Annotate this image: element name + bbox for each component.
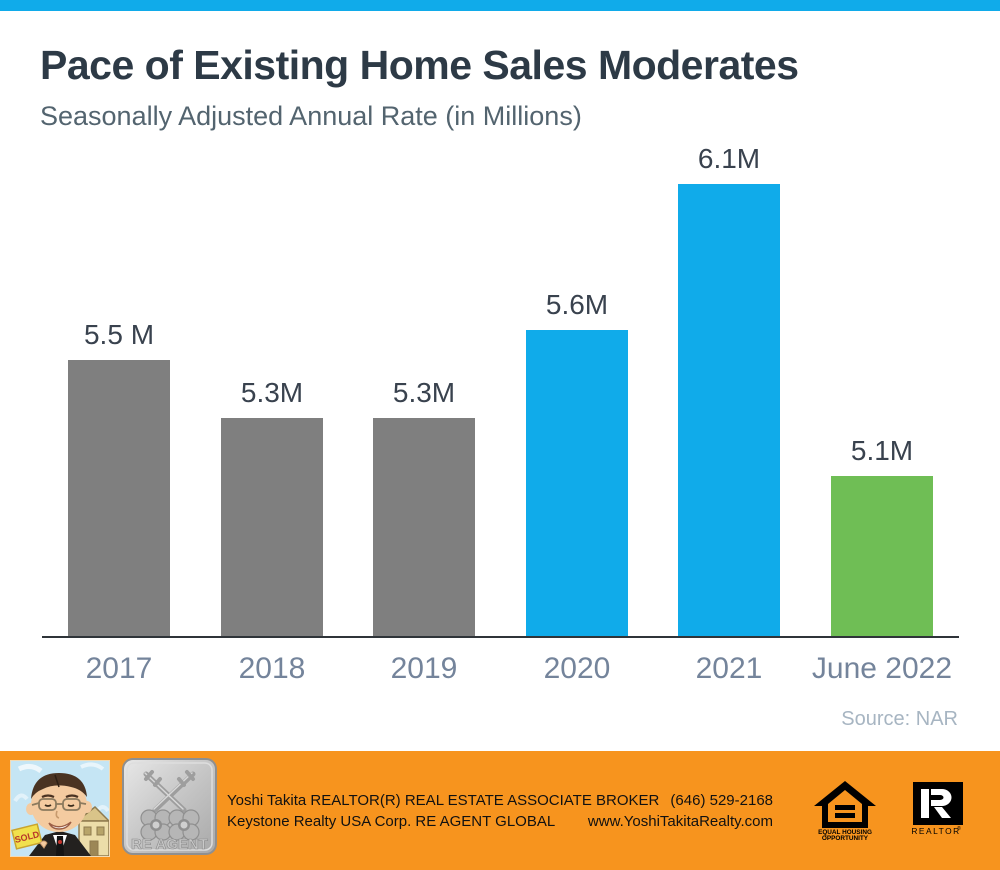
equal-housing-logo: EQUAL HOUSING OPPORTUNITY [813, 781, 877, 845]
page-title: Pace of Existing Home Sales Moderates [40, 42, 799, 88]
bar-value-label: 5.6M [545, 289, 609, 320]
realtor-r-icon: REALTOR ® [911, 782, 963, 836]
x-axis-label: June 2022 [811, 652, 953, 685]
bar-june-2022 [831, 476, 933, 637]
realtor-text: REALTOR [912, 826, 961, 836]
footer-banner: SOLD [0, 751, 1000, 870]
x-axis-label: 2017 [85, 652, 153, 685]
equal-housing-text-2: OPPORTUNITY [822, 835, 869, 840]
glasses [31, 798, 87, 811]
re-agent-badge-label: RE AGENT [131, 836, 208, 853]
x-axis-line [42, 636, 959, 638]
bar-value-label: 5.5 M [83, 319, 155, 350]
bar-2017 [68, 360, 170, 637]
agent-caricature-photo: SOLD [10, 760, 111, 857]
bar-2019 [373, 418, 475, 637]
agent-phone: (646) 529-2168 [670, 792, 773, 809]
crossed-keys-icon: RE AGENT [122, 758, 217, 855]
sold-sign: SOLD [11, 823, 43, 850]
x-axis-label: 2020 [543, 652, 611, 685]
re-agent-badge: RE AGENT [122, 758, 217, 855]
top-accent-bar [0, 0, 1000, 11]
source-note: Source: NAR [841, 708, 958, 730]
equal-housing-icon: EQUAL HOUSING OPPORTUNITY [814, 781, 876, 842]
realtor-logo: REALTOR ® [911, 781, 964, 845]
bar-value-label: 6.1M [697, 143, 761, 174]
page-subtitle: Seasonally Adjusted Annual Rate (in Mill… [40, 101, 582, 131]
bar-2020 [526, 330, 628, 637]
realtor-reg-mark: ® [957, 825, 961, 832]
equal-housing-text-1: EQUAL HOUSING [818, 829, 872, 836]
agent-contact-block: Yoshi Takita REALTOR(R) REAL ESTATE ASSO… [227, 790, 773, 832]
x-axis-label: 2019 [390, 652, 458, 685]
bar-2021 [678, 184, 780, 637]
bar-2018 [221, 418, 323, 637]
bar-value-label: 5.3M [240, 377, 304, 408]
x-axis-label: 2021 [695, 652, 763, 685]
agent-website[interactable]: www.YoshiTakitaRealty.com [587, 813, 773, 830]
agent-company: Keystone Realty USA Corp. RE AGENT GLOBA… [227, 813, 556, 830]
agent-name-title: Yoshi Takita REALTOR(R) REAL ESTATE ASSO… [227, 792, 660, 809]
bar-value-label: 5.1M [850, 435, 914, 466]
agent-caricature-drawing: SOLD [11, 761, 111, 857]
x-axis-label: 2018 [238, 652, 306, 685]
bar-value-label: 5.3M [392, 377, 456, 408]
